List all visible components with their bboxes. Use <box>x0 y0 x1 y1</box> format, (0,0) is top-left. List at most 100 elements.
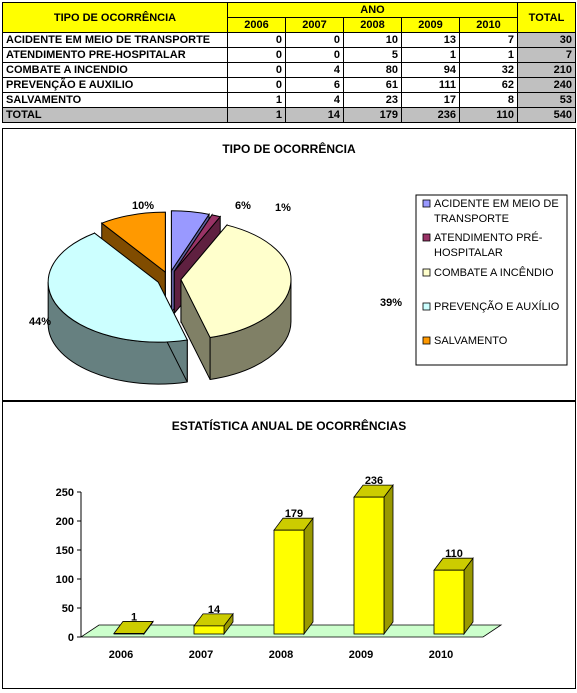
row-label: ACIDENTE EM MEIO DE TRANSPORTE <box>2 32 228 48</box>
cell-value: 6 <box>285 77 344 93</box>
type-header: TIPO DE OCORRÊNCIA <box>2 2 228 33</box>
total-value: 179 <box>343 107 402 123</box>
bar-value-label: 14 <box>208 604 221 616</box>
bar <box>273 516 314 636</box>
bar-side <box>303 516 314 636</box>
pie-percent-label: 6% <box>235 200 251 212</box>
bar <box>353 483 394 636</box>
bar-side <box>463 557 474 636</box>
cell-value: 1 <box>401 47 460 63</box>
pie-percent-label: 39% <box>380 297 402 309</box>
row-total: 7 <box>517 47 576 63</box>
year-header: 2007 <box>285 17 344 33</box>
pie-legend-swatch <box>422 199 431 208</box>
year-header: 2008 <box>343 17 402 33</box>
x-tick-label: 2006 <box>109 649 133 661</box>
cell-value: 0 <box>285 32 344 48</box>
pie-legend-swatch <box>422 268 431 277</box>
table-row: ATENDIMENTO PRE-HOSPITALAR 0 0 5 1 1 7 <box>2 47 576 63</box>
y-tick-label: 100 <box>56 574 74 586</box>
occurrence-table: TIPO DE OCORRÊNCIA ANO TOTAL 2006 2007 2008 20… <box>2 2 576 123</box>
table-header-row: TIPO DE OCORRÊNCIA ANO TOTAL <box>2 2 576 33</box>
row-total: 53 <box>517 92 576 108</box>
row-total: 210 <box>517 62 576 78</box>
total-value: 1 <box>227 107 286 123</box>
bar-value-label: 236 <box>365 475 383 487</box>
cell-value: 32 <box>459 62 518 78</box>
bar-front <box>433 569 465 635</box>
y-tick-label: 50 <box>62 603 74 615</box>
pie-slice <box>170 210 210 273</box>
cell-value: 4 <box>285 92 344 108</box>
row-label: SALVAMENTO <box>2 92 228 108</box>
pie-legend-entry: ATENDIMENTO PRÉ-HOSPITALAR <box>434 231 543 259</box>
row-label: PREVENÇÃO E AUXILIO <box>2 77 228 93</box>
cell-value: 8 <box>459 92 518 108</box>
pie-slice <box>173 214 222 272</box>
bar <box>113 620 154 636</box>
pie-percent-label: 1% <box>275 202 291 214</box>
cell-value: 0 <box>227 32 286 48</box>
pie-legend-swatch <box>422 302 431 311</box>
cell-value: 111 <box>401 77 460 93</box>
bar-front <box>273 529 305 635</box>
cell-value: 1 <box>227 92 286 108</box>
total-value: 110 <box>459 107 518 123</box>
year-header: 2006 <box>227 17 286 33</box>
bar-chart: ESTATÍSTICA ANUAL DE OCORRÊNCIAS 0 50 100 15… <box>56 418 503 661</box>
bar-chart-frame: ESTATÍSTICA ANUAL DE OCORRÊNCIAS 0 50 100 15… <box>2 401 576 689</box>
pie-slice <box>180 224 292 338</box>
bar <box>433 557 474 636</box>
pie-legend-box <box>415 194 568 366</box>
cell-value: 1 <box>459 47 518 63</box>
cell-value: 17 <box>401 92 460 108</box>
y-tick-label: 250 <box>56 487 74 499</box>
pie-slice <box>47 232 188 343</box>
pie-slice <box>100 211 166 274</box>
bar-value-label: 179 <box>285 508 303 520</box>
total-value: 236 <box>401 107 460 123</box>
cell-value: 7 <box>459 32 518 48</box>
row-label: ATENDIMENTO PRE-HOSPITALAR <box>2 47 228 63</box>
cell-value: 0 <box>285 47 344 63</box>
year-header: 2010 <box>459 17 518 33</box>
table-total-row: TOTAL 1 14 179 236 110 540 <box>2 107 576 123</box>
bar-value-label: 110 <box>445 548 463 560</box>
cell-value: 0 <box>227 77 286 93</box>
table-row: COMBATE A INCENDIO 0 4 80 94 32 210 <box>2 62 576 78</box>
pie-legend-swatch <box>422 336 431 345</box>
x-tick-label: 2010 <box>429 649 453 661</box>
pie-legend-entry: SALVAMENTO <box>434 335 508 347</box>
row-label: COMBATE A INCENDIO <box>2 62 228 78</box>
pie-legend-entry: PREVENÇÃO E AUXÍLIO <box>434 300 560 313</box>
pie-legend-entry: COMBATE A INCÊNDIO <box>434 266 554 279</box>
x-tick-label: 2007 <box>189 649 213 661</box>
bar-value-label: 1 <box>131 611 137 623</box>
pie-legend-entry: ACIDENTE EM MEIO DE TRANSPORTE <box>434 198 559 225</box>
cell-value: 61 <box>343 77 402 93</box>
bar-front <box>353 496 385 635</box>
bar-title: ESTATÍSTICA ANUAL DE OCORRÊNCIAS <box>172 418 406 433</box>
pie-chart: TIPO DE OCORRÊNCIA 6% 1% 39% 44% 10% ACIDENTE … <box>29 141 568 385</box>
total-value: 14 <box>285 107 344 123</box>
bar-side <box>383 483 394 636</box>
table-row: SALVAMENTO 1 4 23 17 8 53 <box>2 92 576 108</box>
row-total: 240 <box>517 77 576 93</box>
pie-tops <box>47 210 292 343</box>
table-years-row: 2006 2007 2008 2009 2010 <box>3 17 576 33</box>
x-tick-label: 2008 <box>269 649 293 661</box>
cell-value: 23 <box>343 92 402 108</box>
cell-value: 94 <box>401 62 460 78</box>
y-tick-label: 200 <box>56 516 74 528</box>
cell-value: 5 <box>343 47 402 63</box>
table-row: PREVENÇÃO E AUXILIO 0 6 61 111 62 240 <box>2 77 576 93</box>
year-group-header: ANO <box>227 2 518 18</box>
pie-legend-swatch <box>422 233 431 242</box>
cell-value: 62 <box>459 77 518 93</box>
cell-value: 10 <box>343 32 402 48</box>
pie-percent-label: 44% <box>29 316 51 328</box>
total-header: TOTAL <box>517 2 576 33</box>
bar-front <box>113 633 145 635</box>
table-row: ACIDENTE EM MEIO DE TRANSPORTE 0 0 10 13 7 30 <box>2 32 576 48</box>
cell-value: 4 <box>285 62 344 78</box>
